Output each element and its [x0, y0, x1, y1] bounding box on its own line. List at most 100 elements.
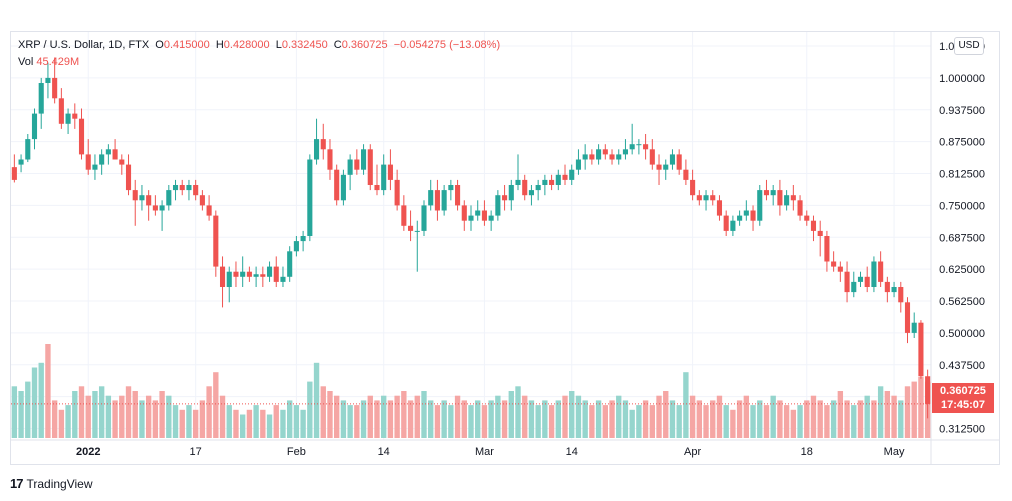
volume-bar [844, 400, 850, 438]
candle [334, 164, 340, 206]
candle [307, 154, 313, 242]
candle-body [757, 190, 763, 221]
volume-bar [199, 400, 206, 438]
candle-body [622, 149, 629, 155]
last-price-tag: 0.360725 17:45:07 [932, 383, 994, 413]
candle [280, 266, 286, 287]
candle [219, 256, 226, 308]
volume-bar [555, 400, 561, 438]
candle [361, 144, 367, 175]
candle [797, 195, 803, 221]
candle [864, 266, 870, 293]
candle-body [730, 220, 736, 231]
candle-body [92, 164, 98, 170]
candle-body [455, 185, 461, 206]
candle-body [904, 302, 911, 333]
volume-bar [723, 405, 729, 438]
volume-bar [891, 395, 897, 438]
candle-body [911, 322, 917, 333]
y-tick-label: 0.875000 [939, 137, 985, 149]
low-value: 0.332450 [281, 39, 328, 51]
candle-body [320, 139, 326, 150]
volume-bar [414, 395, 420, 438]
candle-body [31, 113, 38, 140]
candle-body [475, 210, 481, 216]
volume-bar [696, 400, 703, 438]
y-tick-label: 0.562500 [939, 296, 985, 308]
volume-bar [179, 409, 185, 438]
candle-body [589, 154, 595, 160]
candle-body [119, 159, 125, 165]
candle [448, 179, 454, 201]
candle [884, 276, 890, 303]
volume-bar [689, 395, 696, 438]
candle [629, 123, 635, 155]
candle [206, 195, 212, 221]
volume-bar [609, 400, 615, 438]
volume-bar [817, 400, 823, 438]
volume-bar [649, 405, 655, 438]
candle-body [891, 287, 897, 293]
candle [179, 179, 185, 196]
candle-body [152, 205, 158, 211]
symbol-label[interactable]: XRP / U.S. Dollar, 1D, FTX [18, 39, 150, 51]
candle [193, 179, 199, 201]
currency-button[interactable]: USD [954, 37, 984, 55]
candle [549, 174, 555, 191]
candle-body [381, 164, 387, 191]
tradingview-brand[interactable]: 17 TradingView [10, 476, 93, 491]
candle-body [663, 164, 669, 170]
volume-bar [233, 409, 239, 438]
candle [616, 149, 622, 165]
candle-body [58, 98, 64, 124]
candle [374, 164, 380, 196]
candle [904, 297, 911, 344]
candle-body [878, 261, 884, 282]
candle [622, 139, 629, 160]
candle-body [374, 185, 380, 191]
candle-body [804, 215, 810, 221]
volume-bar [629, 409, 635, 438]
volume-bar [804, 400, 810, 438]
volume-legend: Vol 45.429M [18, 56, 79, 68]
candle [146, 190, 152, 221]
candle [246, 266, 252, 282]
candle-body [810, 220, 817, 231]
volume-bar [354, 405, 360, 438]
volume-bar [730, 409, 736, 438]
volume-bar [287, 400, 293, 438]
candle-body [582, 154, 588, 160]
volume-bar [72, 391, 78, 438]
candle-body [253, 274, 259, 277]
candle-body [710, 195, 716, 201]
candle [381, 154, 387, 196]
volume-bar [750, 405, 756, 438]
candle [851, 271, 857, 298]
y-tick-label: 1.000000 [939, 73, 985, 85]
volume-bar [569, 391, 575, 438]
candle-body [488, 215, 494, 221]
candle [92, 154, 98, 180]
volume-bar [871, 400, 877, 438]
volume-bar [360, 400, 367, 438]
x-tick-label: Feb [287, 446, 306, 458]
candle-body [696, 195, 702, 201]
volume-bar [428, 400, 434, 438]
candle [911, 312, 917, 338]
volume-bar [616, 395, 622, 438]
candle-body [918, 322, 924, 377]
brand-name: TradingView [26, 476, 93, 491]
ohlc-legend: XRP / U.S. Dollar, 1D, FTX O0.415000 H0.… [18, 39, 503, 51]
volume-bar [78, 386, 85, 438]
candle [72, 103, 78, 129]
candle-body [676, 154, 682, 170]
candle [199, 190, 205, 211]
candle [710, 190, 716, 206]
candle-body [528, 190, 534, 196]
candle [878, 251, 884, 287]
volume-bar [125, 386, 132, 438]
y-tick-label: 0.437500 [939, 360, 985, 372]
candle-body [401, 205, 407, 226]
close-label: C [333, 39, 342, 51]
